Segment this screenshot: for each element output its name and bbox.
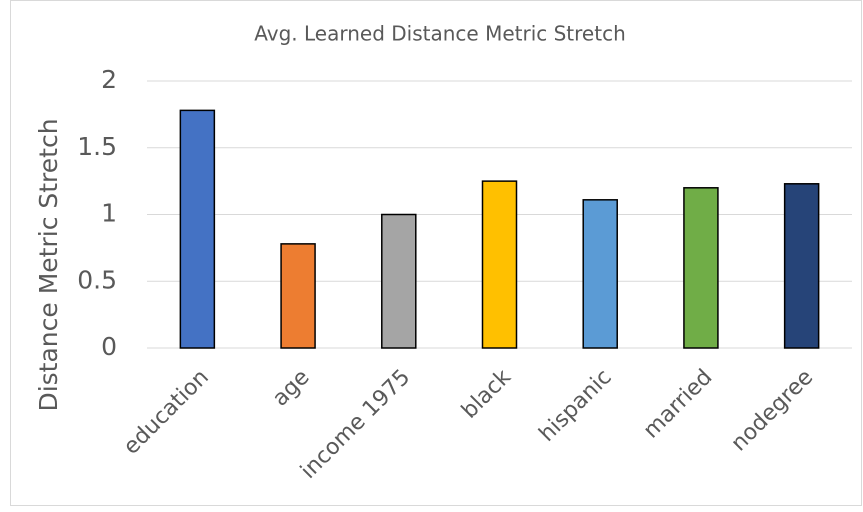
y-tick-label: 1.5 xyxy=(77,132,117,161)
bar xyxy=(381,213,417,349)
bar xyxy=(179,109,216,349)
chart-border xyxy=(10,0,862,506)
y-tick-label: 0.5 xyxy=(77,265,117,294)
bar xyxy=(481,180,518,349)
chart-title: Avg. Learned Distance Metric Stretch xyxy=(254,22,626,46)
bar xyxy=(582,199,618,349)
y-tick-label: 2 xyxy=(101,65,117,94)
bar xyxy=(683,187,719,349)
y-tick-label: 0 xyxy=(101,332,117,361)
bar xyxy=(280,243,316,349)
y-tick-label: 1 xyxy=(101,199,117,228)
bar xyxy=(783,183,820,349)
y-axis-label: Distance Metric Stretch xyxy=(34,118,63,411)
